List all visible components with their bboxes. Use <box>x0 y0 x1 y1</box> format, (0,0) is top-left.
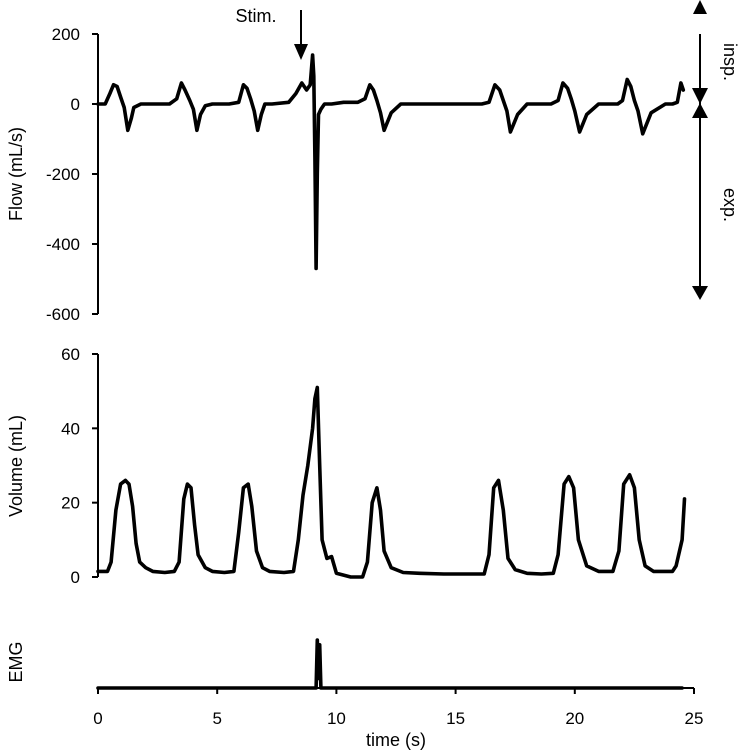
insp-label: insp. <box>720 43 739 81</box>
exp-arrow-bottom <box>692 286 708 300</box>
insp-arrow-bottom <box>692 88 708 104</box>
volume-tick-label: 0 <box>71 568 80 587</box>
emg-y-label: EMG <box>6 641 26 682</box>
flow-tick-label: 0 <box>71 95 80 114</box>
time-tick-label: 20 <box>565 709 584 728</box>
flow-panel: 200 0 -200 -400 -600 Flow (mL/s) Stim. insp.… <box>6 0 739 324</box>
flow-y-ticks: 200 0 -200 -400 -600 <box>46 25 98 324</box>
flow-trace <box>96 53 686 271</box>
stim-annotation: Stim. <box>235 6 276 26</box>
time-tick-label: 15 <box>446 709 465 728</box>
flow-y-label: Flow (mL/s) <box>6 127 26 221</box>
emg-trace <box>96 638 684 690</box>
flow-tick-label: -400 <box>46 235 80 254</box>
exp-arrow-top <box>692 103 708 118</box>
volume-y-ticks: 60 40 20 0 <box>61 345 98 587</box>
volume-tick-label: 60 <box>61 345 80 364</box>
time-x-ticks: 0 5 10 15 20 25 <box>93 688 703 728</box>
stim-arrow-head <box>294 44 308 60</box>
time-tick-label: 5 <box>212 709 221 728</box>
flow-tick-label: -600 <box>46 305 80 324</box>
exp-label: exp. <box>720 188 739 222</box>
insp-arrow-top <box>693 0 707 14</box>
time-tick-label: 0 <box>93 709 102 728</box>
time-tick-label: 10 <box>327 709 346 728</box>
time-x-label: time (s) <box>366 730 426 750</box>
emg-panel: EMG 0 5 10 15 20 25 time (s) <box>6 638 703 750</box>
volume-trace <box>96 385 687 579</box>
flow-tick-label: 200 <box>52 25 80 44</box>
volume-tick-label: 20 <box>61 494 80 513</box>
time-tick-label: 25 <box>685 709 704 728</box>
volume-tick-label: 40 <box>61 419 80 438</box>
volume-panel: 60 40 20 0 Volume (mL) <box>6 345 687 587</box>
volume-y-label: Volume (mL) <box>6 415 26 517</box>
flow-tick-label: -200 <box>46 165 80 184</box>
